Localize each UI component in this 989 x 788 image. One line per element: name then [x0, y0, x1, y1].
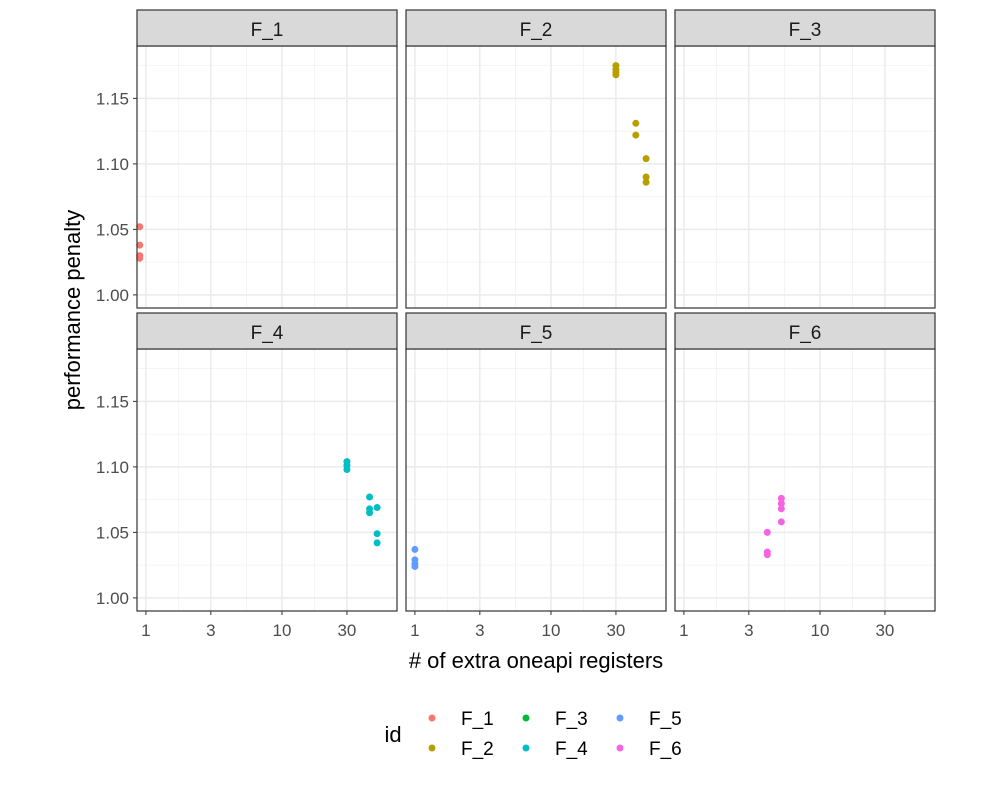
legend-key-F_4	[522, 744, 530, 752]
x-tick-label: 30	[606, 621, 625, 640]
facet-strip-label: F_4	[251, 323, 284, 344]
legend-label: F_5	[649, 709, 682, 730]
panel-background	[137, 349, 397, 611]
data-point-F_4	[373, 530, 381, 538]
legend-key-F_3	[522, 714, 530, 722]
data-point-F_5	[411, 545, 419, 553]
y-axis-label: performance penalty	[60, 210, 85, 411]
legend-title: id	[384, 722, 401, 747]
y-tick-label: 1.15	[96, 392, 129, 411]
legend-key-F_2	[428, 744, 436, 752]
data-point-F_2	[632, 131, 640, 139]
legend-label: F_1	[461, 709, 494, 730]
panel-background	[137, 46, 397, 308]
x-tick-label: 10	[273, 621, 292, 640]
data-point-F_6	[763, 551, 771, 559]
x-tick-label: 30	[337, 621, 356, 640]
data-point-F_6	[777, 494, 785, 502]
y-tick-label: 1.00	[96, 286, 129, 305]
data-point-F_4	[343, 466, 351, 474]
y-tick-label: 1.15	[96, 89, 129, 108]
facet-strip	[674, 312, 936, 350]
panel-background	[406, 46, 666, 308]
y-tick-label: 1.05	[96, 220, 129, 239]
facet-strip	[136, 312, 398, 350]
facet-strip-label: F_5	[520, 323, 553, 344]
data-point-F_4	[373, 504, 381, 512]
facet-strip-label: F_2	[520, 20, 553, 41]
x-tick-label: 1	[410, 621, 419, 640]
data-point-F_2	[642, 155, 650, 163]
data-point-F_2	[642, 178, 650, 186]
legend-label: F_4	[555, 739, 588, 760]
facet-strip	[136, 9, 398, 47]
data-point-F_6	[763, 528, 771, 536]
facet-strip	[405, 9, 667, 47]
panel-background	[675, 349, 935, 611]
x-axis-label: # of extra oneapi registers	[409, 648, 663, 673]
x-tick-label: 3	[206, 621, 215, 640]
data-point-F_4	[373, 539, 381, 547]
data-point-F_1	[136, 241, 144, 249]
x-tick-label: 3	[475, 621, 484, 640]
data-point-F_2	[632, 119, 640, 127]
data-point-F_6	[777, 518, 785, 526]
data-point-F_4	[366, 509, 374, 517]
legend-key-F_6	[616, 744, 624, 752]
panel-background	[406, 349, 666, 611]
facet-strip-label: F_1	[251, 20, 284, 41]
data-point-F_6	[777, 500, 785, 508]
y-tick-label: 1.10	[96, 458, 129, 477]
legend-label: F_3	[555, 709, 588, 730]
panel-background	[675, 46, 935, 308]
facet-strip-label: F_3	[789, 20, 822, 41]
facet-strip-label: F_6	[789, 323, 822, 344]
facet-strip	[405, 312, 667, 350]
legend-key-F_5	[616, 714, 624, 722]
x-tick-label: 1	[141, 621, 150, 640]
legend-label: F_6	[649, 739, 682, 760]
y-tick-label: 1.05	[96, 523, 129, 542]
facet-strip	[674, 9, 936, 47]
data-point-F_4	[366, 493, 374, 501]
data-point-F_5	[411, 562, 419, 570]
y-tick-label: 1.00	[96, 589, 129, 608]
legend-key-F_1	[428, 714, 436, 722]
x-tick-label: 3	[744, 621, 753, 640]
data-point-F_2	[642, 173, 650, 181]
data-point-F_6	[777, 505, 785, 513]
data-point-F_2	[612, 71, 620, 79]
data-point-F_1	[136, 254, 144, 262]
x-tick-label: 10	[811, 621, 830, 640]
legend-label: F_2	[461, 739, 494, 760]
y-tick-label: 1.10	[96, 155, 129, 174]
data-point-F_1	[136, 223, 144, 231]
x-tick-label: 30	[875, 621, 894, 640]
x-tick-label: 1	[679, 621, 688, 640]
x-tick-label: 10	[542, 621, 561, 640]
